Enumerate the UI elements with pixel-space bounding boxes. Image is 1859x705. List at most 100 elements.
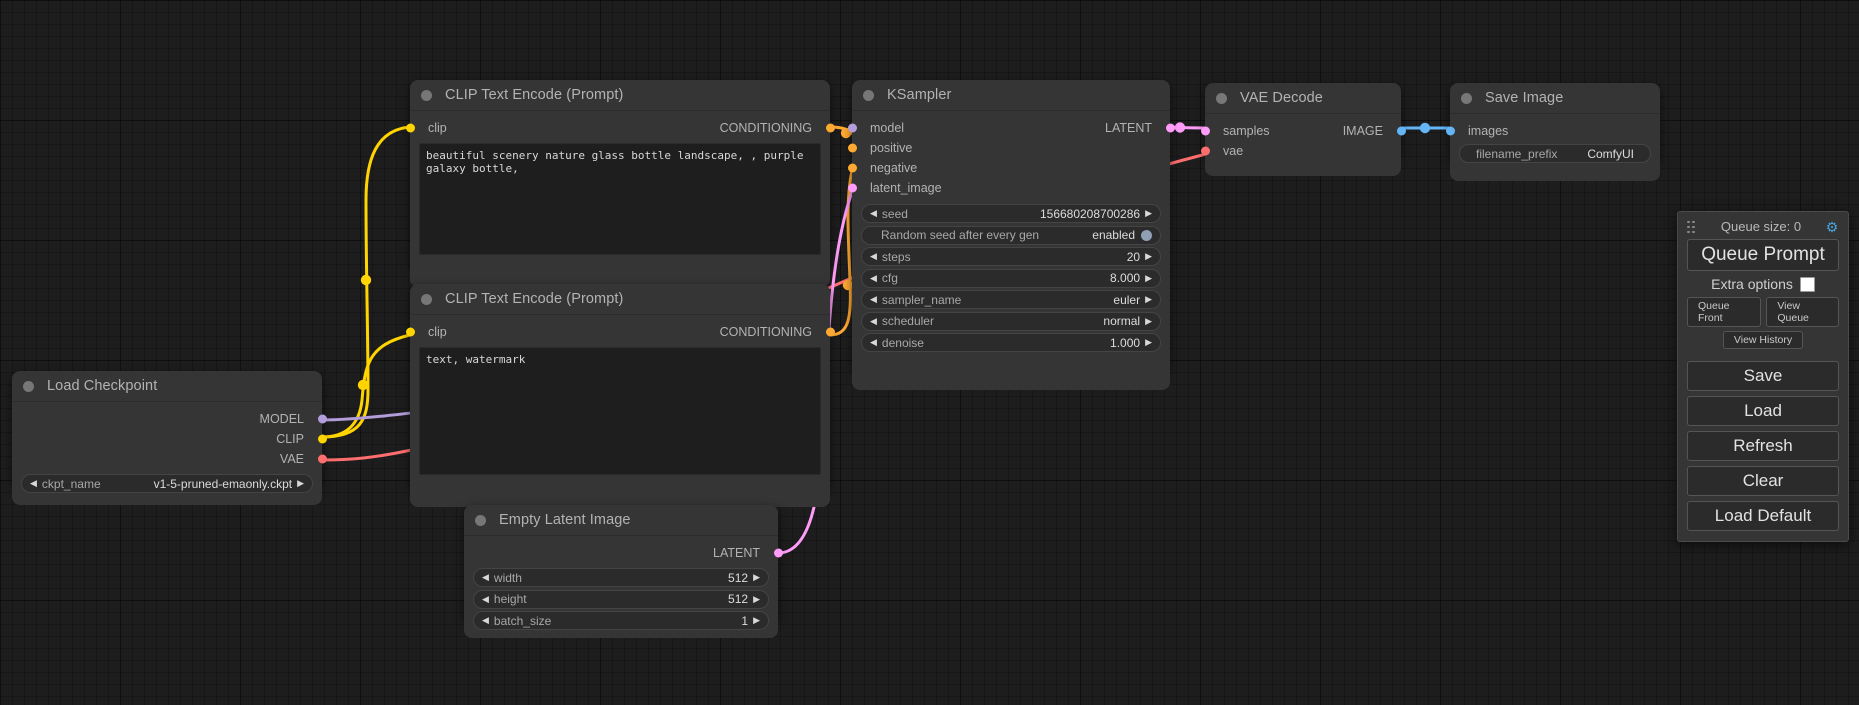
queue-front-button[interactable]: Queue Front [1687,297,1762,327]
extra-options-row[interactable]: Extra options [1687,276,1839,292]
clear-button[interactable]: Clear [1687,466,1839,496]
decrement-arrow-icon[interactable]: ◀ [870,337,877,347]
node-title-bar[interactable]: Load Checkpoint [12,371,322,401]
node-title-bar[interactable]: KSampler [852,80,1170,110]
node-vae-decode[interactable]: VAE Decode samples IMAGE vae [1200,83,1406,176]
widget-denoise[interactable]: ◀ denoise 1.000 ▶ [861,333,1161,352]
slot-clip-input[interactable]: clip CONDITIONING [405,322,835,342]
gear-icon[interactable]: ⚙ [1825,218,1839,235]
collapse-dot-icon[interactable] [1216,92,1227,104]
slot-samples-input[interactable]: samples IMAGE [1200,121,1406,141]
node-empty-latent-image[interactable]: Empty Latent Image LATENT ◀ width 512 ▶ … [464,505,783,638]
drag-handle-icon[interactable] [1687,220,1697,233]
collapse-dot-icon[interactable] [421,89,432,101]
decrement-arrow-icon[interactable]: ◀ [482,593,489,604]
toggle-indicator-icon[interactable] [1141,229,1152,241]
slot-model-output[interactable]: MODEL [12,409,327,429]
widget-cfg[interactable]: ◀ cfg 8.000 ▶ [861,268,1161,288]
node-clip-text-encode-negative[interactable]: CLIP Text Encode (Prompt) clip CONDITION… [405,284,835,507]
increment-arrow-icon[interactable]: ▶ [753,572,760,582]
clip-input-dot-icon[interactable] [405,327,415,337]
slot-clip-output[interactable]: CLIP [12,429,327,449]
widget-steps[interactable]: ◀ steps 20 ▶ [861,247,1161,266]
node-title-bar[interactable]: Save Image [1450,83,1660,113]
view-history-button[interactable]: View History [1722,331,1804,349]
node-title-bar[interactable]: CLIP Text Encode (Prompt) [410,80,830,110]
decrement-arrow-icon[interactable]: ◀ [870,315,877,326]
widget-sampler-name[interactable]: ◀ sampler_name euler ▶ [861,290,1161,309]
node-title-bar[interactable]: VAE Decode [1205,83,1401,113]
decrement-arrow-icon[interactable]: ◀ [30,478,37,488]
clip-output-dot-icon[interactable] [317,434,327,444]
widget-height[interactable]: ◀ height 512 ▶ [473,589,769,609]
node-title-bar[interactable]: CLIP Text Encode (Prompt) [410,284,830,314]
widget-batch-size[interactable]: ◀ batch_size 1 ▶ [473,611,769,630]
node-title-bar[interactable]: Empty Latent Image [464,505,778,535]
slot-latent-image-input[interactable]: latent_image [847,178,1170,198]
decrement-arrow-icon[interactable]: ◀ [870,272,877,283]
increment-arrow-icon[interactable]: ▶ [1145,315,1152,326]
widget-random-seed-toggle[interactable]: Random seed after every gen enabled [861,225,1161,245]
collapse-dot-icon[interactable] [23,380,34,392]
conditioning-output-dot-icon[interactable] [825,123,835,133]
slot-vae-input[interactable]: vae [1200,141,1401,161]
slot-vae-output[interactable]: VAE [12,449,327,469]
model-output-dot-icon[interactable] [317,414,327,424]
widget-scheduler[interactable]: ◀ scheduler normal ▶ [861,311,1161,331]
prompt-textarea[interactable]: beautiful scenery nature glass bottle la… [419,143,821,255]
collapse-dot-icon[interactable] [421,293,432,305]
save-button[interactable]: Save [1687,361,1839,391]
collapse-dot-icon[interactable] [475,514,486,526]
node-clip-text-encode-positive[interactable]: CLIP Text Encode (Prompt) clip CONDITION… [405,80,835,287]
view-queue-button[interactable]: View Queue [1766,297,1839,327]
samples-input-dot-icon[interactable] [1200,126,1210,136]
node-save-image[interactable]: Save Image images filename_prefix ComfyU… [1445,83,1660,181]
node-ksampler[interactable]: KSampler model LATENT positive negative … [847,80,1175,390]
images-input-dot-icon[interactable] [1445,126,1455,136]
negative-input-dot-icon[interactable] [847,163,857,173]
increment-arrow-icon[interactable]: ▶ [1145,208,1152,218]
latent-image-input-dot-icon[interactable] [847,183,857,193]
positive-input-dot-icon[interactable] [847,143,857,153]
widget-ckpt-name[interactable]: ◀ ckpt_name v1-5-pruned-emaonly.ckpt ▶ [21,474,313,493]
increment-arrow-icon[interactable]: ▶ [1145,337,1152,347]
decrement-arrow-icon[interactable]: ◀ [870,294,877,304]
decrement-arrow-icon[interactable]: ◀ [870,251,877,261]
extra-options-checkbox[interactable] [1799,276,1815,292]
prompt-textarea[interactable]: text, watermark [419,347,821,475]
load-button[interactable]: Load [1687,396,1839,426]
load-default-button[interactable]: Load Default [1687,501,1839,531]
latent-output-dot-icon[interactable] [1165,123,1175,133]
widget-width[interactable]: ◀ width 512 ▶ [473,568,769,587]
queue-prompt-button[interactable]: Queue Prompt [1687,239,1839,271]
slot-latent-output[interactable]: LATENT [464,543,783,563]
latent-output-dot-icon[interactable] [773,548,783,558]
vae-output-dot-icon[interactable] [317,454,327,464]
increment-arrow-icon[interactable]: ▶ [1145,272,1152,283]
widget-filename-prefix[interactable]: filename_prefix ComfyUI [1459,144,1651,163]
decrement-arrow-icon[interactable]: ◀ [870,208,877,218]
image-output-dot-icon[interactable] [1396,126,1406,136]
increment-arrow-icon[interactable]: ▶ [1145,294,1152,304]
slot-negative-input[interactable]: negative [847,158,1170,178]
node-load-checkpoint[interactable]: Load Checkpoint MODEL CLIP VAE ◀ ckpt_na… [12,371,327,505]
collapse-dot-icon[interactable] [863,89,874,101]
conditioning-output-dot-icon[interactable] [825,327,835,337]
refresh-button[interactable]: Refresh [1687,431,1839,461]
vae-input-dot-icon[interactable] [1200,146,1210,156]
clip-input-dot-icon[interactable] [405,123,415,133]
increment-arrow-icon[interactable]: ▶ [753,593,760,604]
increment-arrow-icon[interactable]: ▶ [753,615,760,625]
widget-seed[interactable]: ◀ seed 156680208700286 ▶ [861,204,1161,223]
slot-model-input[interactable]: model LATENT [847,118,1175,138]
decrement-arrow-icon[interactable]: ◀ [482,572,489,582]
slot-clip-input[interactable]: clip CONDITIONING [405,118,835,138]
increment-arrow-icon[interactable]: ▶ [1145,251,1152,261]
decrement-arrow-icon[interactable]: ◀ [482,615,489,625]
increment-arrow-icon[interactable]: ▶ [297,478,304,488]
comfyui-menu-panel[interactable]: Queue size: 0 ⚙ Queue Prompt Extra optio… [1677,211,1849,542]
collapse-dot-icon[interactable] [1461,92,1472,104]
slot-images-input[interactable]: images [1445,121,1660,141]
slot-positive-input[interactable]: positive [847,138,1170,158]
